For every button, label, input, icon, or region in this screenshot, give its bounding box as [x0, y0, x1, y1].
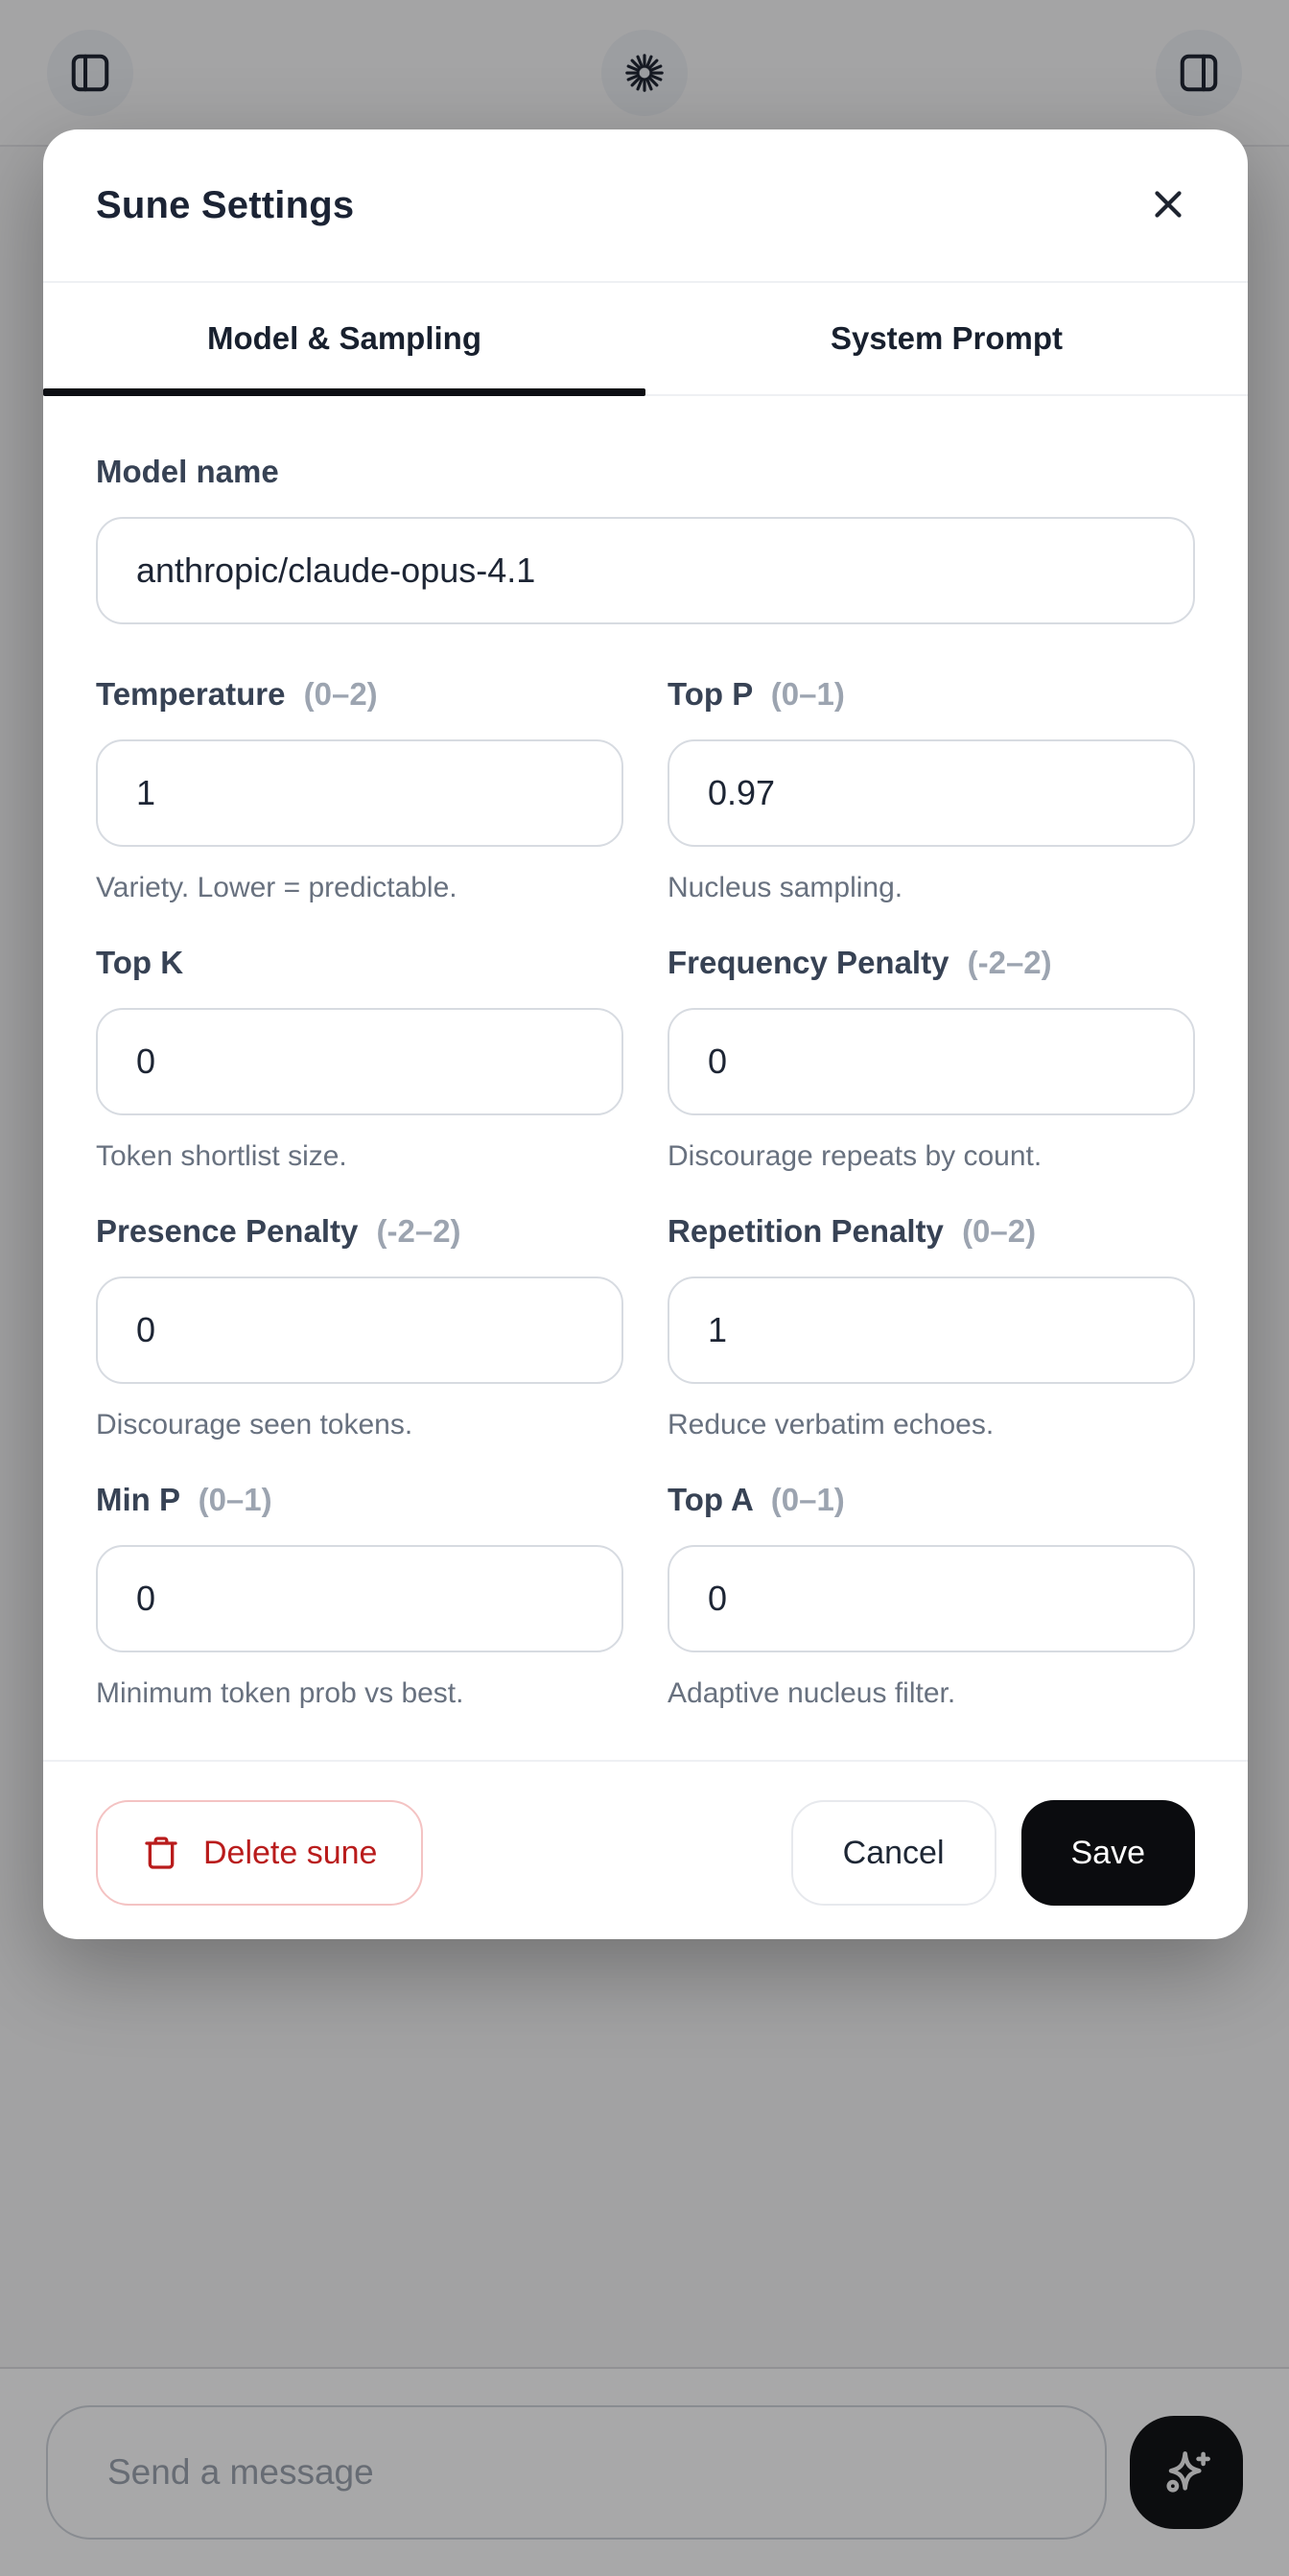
field-repetition-penalty: Repetition Penalty (0–2) Reduce verbatim…	[668, 1213, 1195, 1441]
modal-content: Model name Temperature (0–2) Variety. Lo…	[43, 396, 1248, 1760]
send-message-button[interactable]	[1130, 2416, 1243, 2529]
tab-system-prompt[interactable]: System Prompt	[645, 283, 1248, 394]
field-top-a: Top A (0–1) Adaptive nucleus filter.	[668, 1482, 1195, 1710]
toggle-left-sidebar-button[interactable]	[47, 29, 133, 116]
app-logo-button[interactable]	[601, 29, 688, 116]
model-name-label: Model name	[96, 454, 279, 489]
close-button[interactable]	[1138, 175, 1198, 237]
modal-tabs: Model & Sampling System Prompt	[43, 283, 1248, 396]
field-min-p: Min P (0–1) Minimum token prob vs best.	[96, 1482, 623, 1710]
field-temperature: Temperature (0–2) Variety. Lower = predi…	[96, 676, 623, 904]
field-helper: Nucleus sampling.	[668, 872, 903, 903]
field-range: (0–2)	[303, 676, 378, 712]
modal-header: Sune Settings	[43, 129, 1248, 283]
cancel-button[interactable]: Cancel	[790, 1800, 996, 1906]
delete-sune-label: Delete sune	[203, 1834, 378, 1871]
field-helper: Variety. Lower = predictable.	[96, 872, 457, 903]
min-p-input[interactable]	[96, 1545, 623, 1652]
starburst-icon	[621, 49, 668, 97]
frequency-penalty-input[interactable]	[668, 1008, 1195, 1115]
temperature-input[interactable]	[96, 739, 623, 847]
presence-penalty-input[interactable]	[96, 1276, 623, 1384]
repetition-penalty-input[interactable]	[668, 1276, 1195, 1384]
field-label: Top A	[668, 1482, 753, 1517]
field-presence-penalty: Presence Penalty (-2–2) Discourage seen …	[96, 1213, 623, 1441]
field-helper: Token shortlist size.	[96, 1140, 347, 1172]
field-label: Presence Penalty	[96, 1213, 359, 1249]
trash-icon	[142, 1834, 180, 1872]
field-helper: Adaptive nucleus filter.	[668, 1677, 956, 1709]
field-frequency-penalty: Frequency Penalty (-2–2) Discourage repe…	[668, 945, 1195, 1173]
field-label: Top K	[96, 945, 184, 980]
message-input[interactable]	[46, 2405, 1107, 2540]
top-a-input[interactable]	[668, 1545, 1195, 1652]
field-range: (0–1)	[198, 1482, 272, 1517]
panel-left-icon	[68, 51, 112, 95]
sampling-grid: Temperature (0–2) Variety. Lower = predi…	[96, 676, 1195, 1710]
field-model-name: Model name	[96, 454, 1195, 624]
field-range: (0–2)	[962, 1213, 1037, 1249]
field-top-p: Top P (0–1) Nucleus sampling.	[668, 676, 1195, 904]
field-label: Temperature	[96, 676, 286, 712]
field-top-k: Top K Token shortlist size.	[96, 945, 623, 1173]
field-label: Frequency Penalty	[668, 945, 949, 980]
save-button[interactable]: Save	[1020, 1800, 1195, 1906]
toggle-right-sidebar-button[interactable]	[1156, 29, 1242, 116]
field-helper: Discourage seen tokens.	[96, 1409, 413, 1440]
close-icon	[1146, 182, 1190, 229]
sparkles-icon	[1156, 2441, 1217, 2505]
field-helper: Reduce verbatim echoes.	[668, 1409, 995, 1440]
field-range: (-2–2)	[967, 945, 1052, 980]
tab-model-sampling[interactable]: Model & Sampling	[43, 283, 645, 396]
field-range: (-2–2)	[376, 1213, 461, 1249]
field-label: Top P	[668, 676, 753, 712]
modal-title: Sune Settings	[96, 183, 355, 226]
field-range: (0–1)	[770, 676, 845, 712]
modal-footer: Delete sune Cancel Save	[43, 1760, 1248, 1939]
top-p-input[interactable]	[668, 739, 1195, 847]
field-label: Repetition Penalty	[668, 1213, 944, 1249]
model-name-input[interactable]	[96, 517, 1195, 624]
composer-bar	[0, 2367, 1289, 2576]
top-k-input[interactable]	[96, 1008, 623, 1115]
field-helper: Discourage repeats by count.	[668, 1140, 1043, 1172]
field-helper: Minimum token prob vs best.	[96, 1677, 464, 1709]
footer-actions: Cancel Save	[790, 1800, 1195, 1906]
field-label: Min P	[96, 1482, 180, 1517]
top-bar	[0, 0, 1289, 147]
delete-sune-button[interactable]: Delete sune	[96, 1800, 424, 1906]
sune-settings-modal: Sune Settings Model & Sampling System Pr…	[43, 129, 1248, 1939]
field-range: (0–1)	[770, 1482, 845, 1517]
panel-right-icon	[1177, 51, 1221, 95]
